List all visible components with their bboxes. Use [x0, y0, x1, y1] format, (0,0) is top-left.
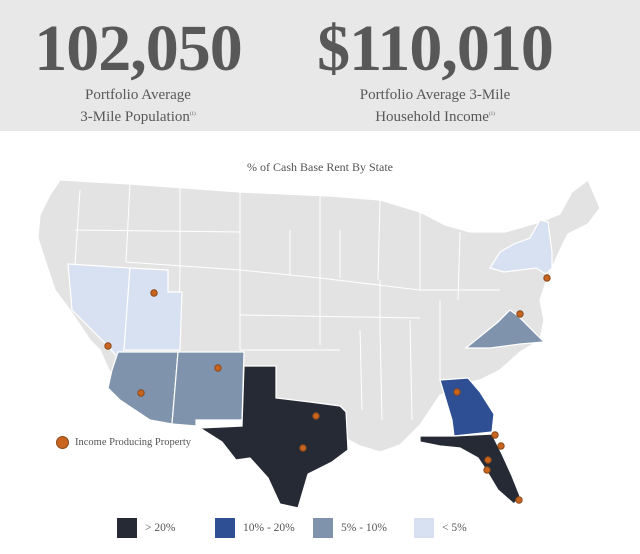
- property-marker: [453, 388, 461, 396]
- state-new-york: [489, 219, 553, 275]
- property-marker: [214, 364, 222, 372]
- population-stat: 102,050 Portfolio Average 3-Mile Populat…: [28, 12, 248, 127]
- income-caption-line2: Household Income: [375, 109, 489, 125]
- state-florida: [419, 433, 521, 505]
- population-footnote: (1): [189, 112, 196, 117]
- population-caption-line1: Portfolio Average: [85, 87, 191, 103]
- property-marker: [543, 274, 551, 282]
- property-legend: Income Producing Property: [56, 436, 191, 449]
- legend-swatch: [215, 518, 235, 538]
- population-caption: Portfolio Average 3-Mile Population(1): [28, 86, 248, 127]
- legend-label: 5% - 10%: [341, 522, 387, 534]
- legend-item-over-20: > 20%: [117, 518, 175, 538]
- state-texas: [198, 365, 349, 509]
- property-marker: [491, 431, 499, 439]
- map-title: % of Cash Base Rent By State: [247, 160, 393, 174]
- income-caption: Portfolio Average 3-Mile Household Incom…: [300, 86, 570, 127]
- state-georgia: [439, 377, 495, 437]
- income-value: $110,010: [317, 12, 554, 85]
- state-borders: [74, 183, 500, 421]
- legend-label: 10% - 20%: [243, 522, 295, 534]
- property-marker: [516, 310, 524, 318]
- income-caption-line2-wrap: Household Income(1): [300, 105, 570, 127]
- property-marker: [312, 412, 320, 420]
- state-new-mexico: [171, 351, 245, 427]
- property-markers: [104, 274, 551, 504]
- property-marker: [104, 342, 112, 350]
- property-marker: [299, 444, 307, 452]
- property-dot-icon: [56, 436, 69, 449]
- legend-swatch: [313, 518, 333, 538]
- income-stat: $110,010 Portfolio Average 3-Mile Househ…: [300, 12, 570, 127]
- state-virginia: [464, 309, 546, 349]
- legend-label: < 5%: [442, 522, 467, 534]
- property-marker: [484, 456, 492, 464]
- property-marker: [483, 466, 491, 474]
- legend-item-under-5: < 5%: [414, 518, 467, 538]
- property-marker: [497, 442, 505, 450]
- legend-item-10-20: 10% - 20%: [215, 518, 295, 538]
- property-marker: [515, 496, 523, 504]
- legend-swatch: [117, 518, 137, 538]
- legend-swatch: [414, 518, 434, 538]
- property-marker: [137, 389, 145, 397]
- income-footnote: (1): [488, 112, 495, 117]
- state-arizona: [107, 351, 179, 425]
- state-utah: [123, 267, 183, 351]
- population-caption-line2-wrap: 3-Mile Population(1): [28, 105, 248, 127]
- property-legend-label: Income Producing Property: [75, 437, 192, 448]
- property-marker: [150, 289, 158, 297]
- population-caption-line2: 3-Mile Population: [80, 109, 190, 125]
- legend-label: > 20%: [145, 522, 176, 534]
- legend-item-5-10: 5% - 10%: [313, 518, 387, 538]
- income-caption-line1: Portfolio Average 3-Mile: [359, 87, 511, 103]
- population-value: 102,050: [34, 12, 243, 85]
- stats-banner: 102,050 Portfolio Average 3-Mile Populat…: [0, 0, 640, 131]
